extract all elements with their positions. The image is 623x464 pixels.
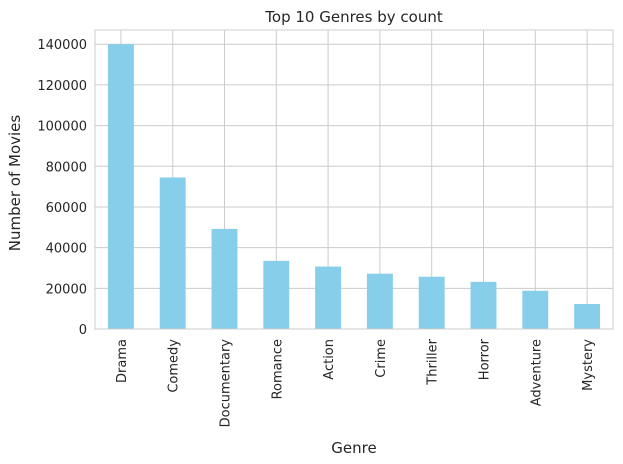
y-tick-label: 80000 <box>46 160 87 175</box>
x-tick-label: Action <box>322 339 337 380</box>
bar-documentary <box>211 228 238 329</box>
x-tick-label: Documentary <box>219 339 234 428</box>
y-tick-label: 100000 <box>37 120 87 135</box>
x-tick-label: Drama <box>115 339 130 383</box>
x-tick-label: Crime <box>374 339 389 378</box>
x-tick-label: Comedy <box>167 339 182 393</box>
y-axis-label: Number of Movies <box>6 115 24 252</box>
bar-romance <box>263 260 290 329</box>
y-tick-labels: 0 20000 40000 60000 80000 100000 120000 140000 <box>37 38 87 338</box>
y-tick-label: 140000 <box>37 38 87 53</box>
y-tick-label: 0 <box>79 323 87 338</box>
y-tick-label: 40000 <box>46 242 87 257</box>
x-tick-label: Horror <box>478 338 493 380</box>
x-tick-label: Romance <box>270 339 285 399</box>
y-tick-label: 120000 <box>37 79 87 94</box>
x-tick-label: Thriller <box>426 338 441 385</box>
chart-title: Top 10 Genres by count <box>264 8 443 26</box>
bar-mystery <box>574 303 601 329</box>
x-tick-labels: Drama Comedy Documentary Romance Action Crime… <box>115 338 596 427</box>
bar-action <box>315 266 342 329</box>
bar-adventure <box>522 290 549 329</box>
y-tick-label: 20000 <box>46 282 87 297</box>
bar-crime <box>366 273 393 329</box>
plot-frame <box>94 29 614 330</box>
x-tick-label: Mystery <box>581 339 596 391</box>
bar-comedy <box>159 177 186 329</box>
x-grid <box>120 30 588 329</box>
bar-thriller <box>418 276 445 329</box>
y-tick-label: 60000 <box>46 201 87 216</box>
bar-horror <box>470 281 497 329</box>
bar-drama <box>107 44 134 329</box>
bars <box>107 44 601 329</box>
x-axis-label: Genre <box>331 439 376 457</box>
x-tick-label: Adventure <box>529 339 544 406</box>
